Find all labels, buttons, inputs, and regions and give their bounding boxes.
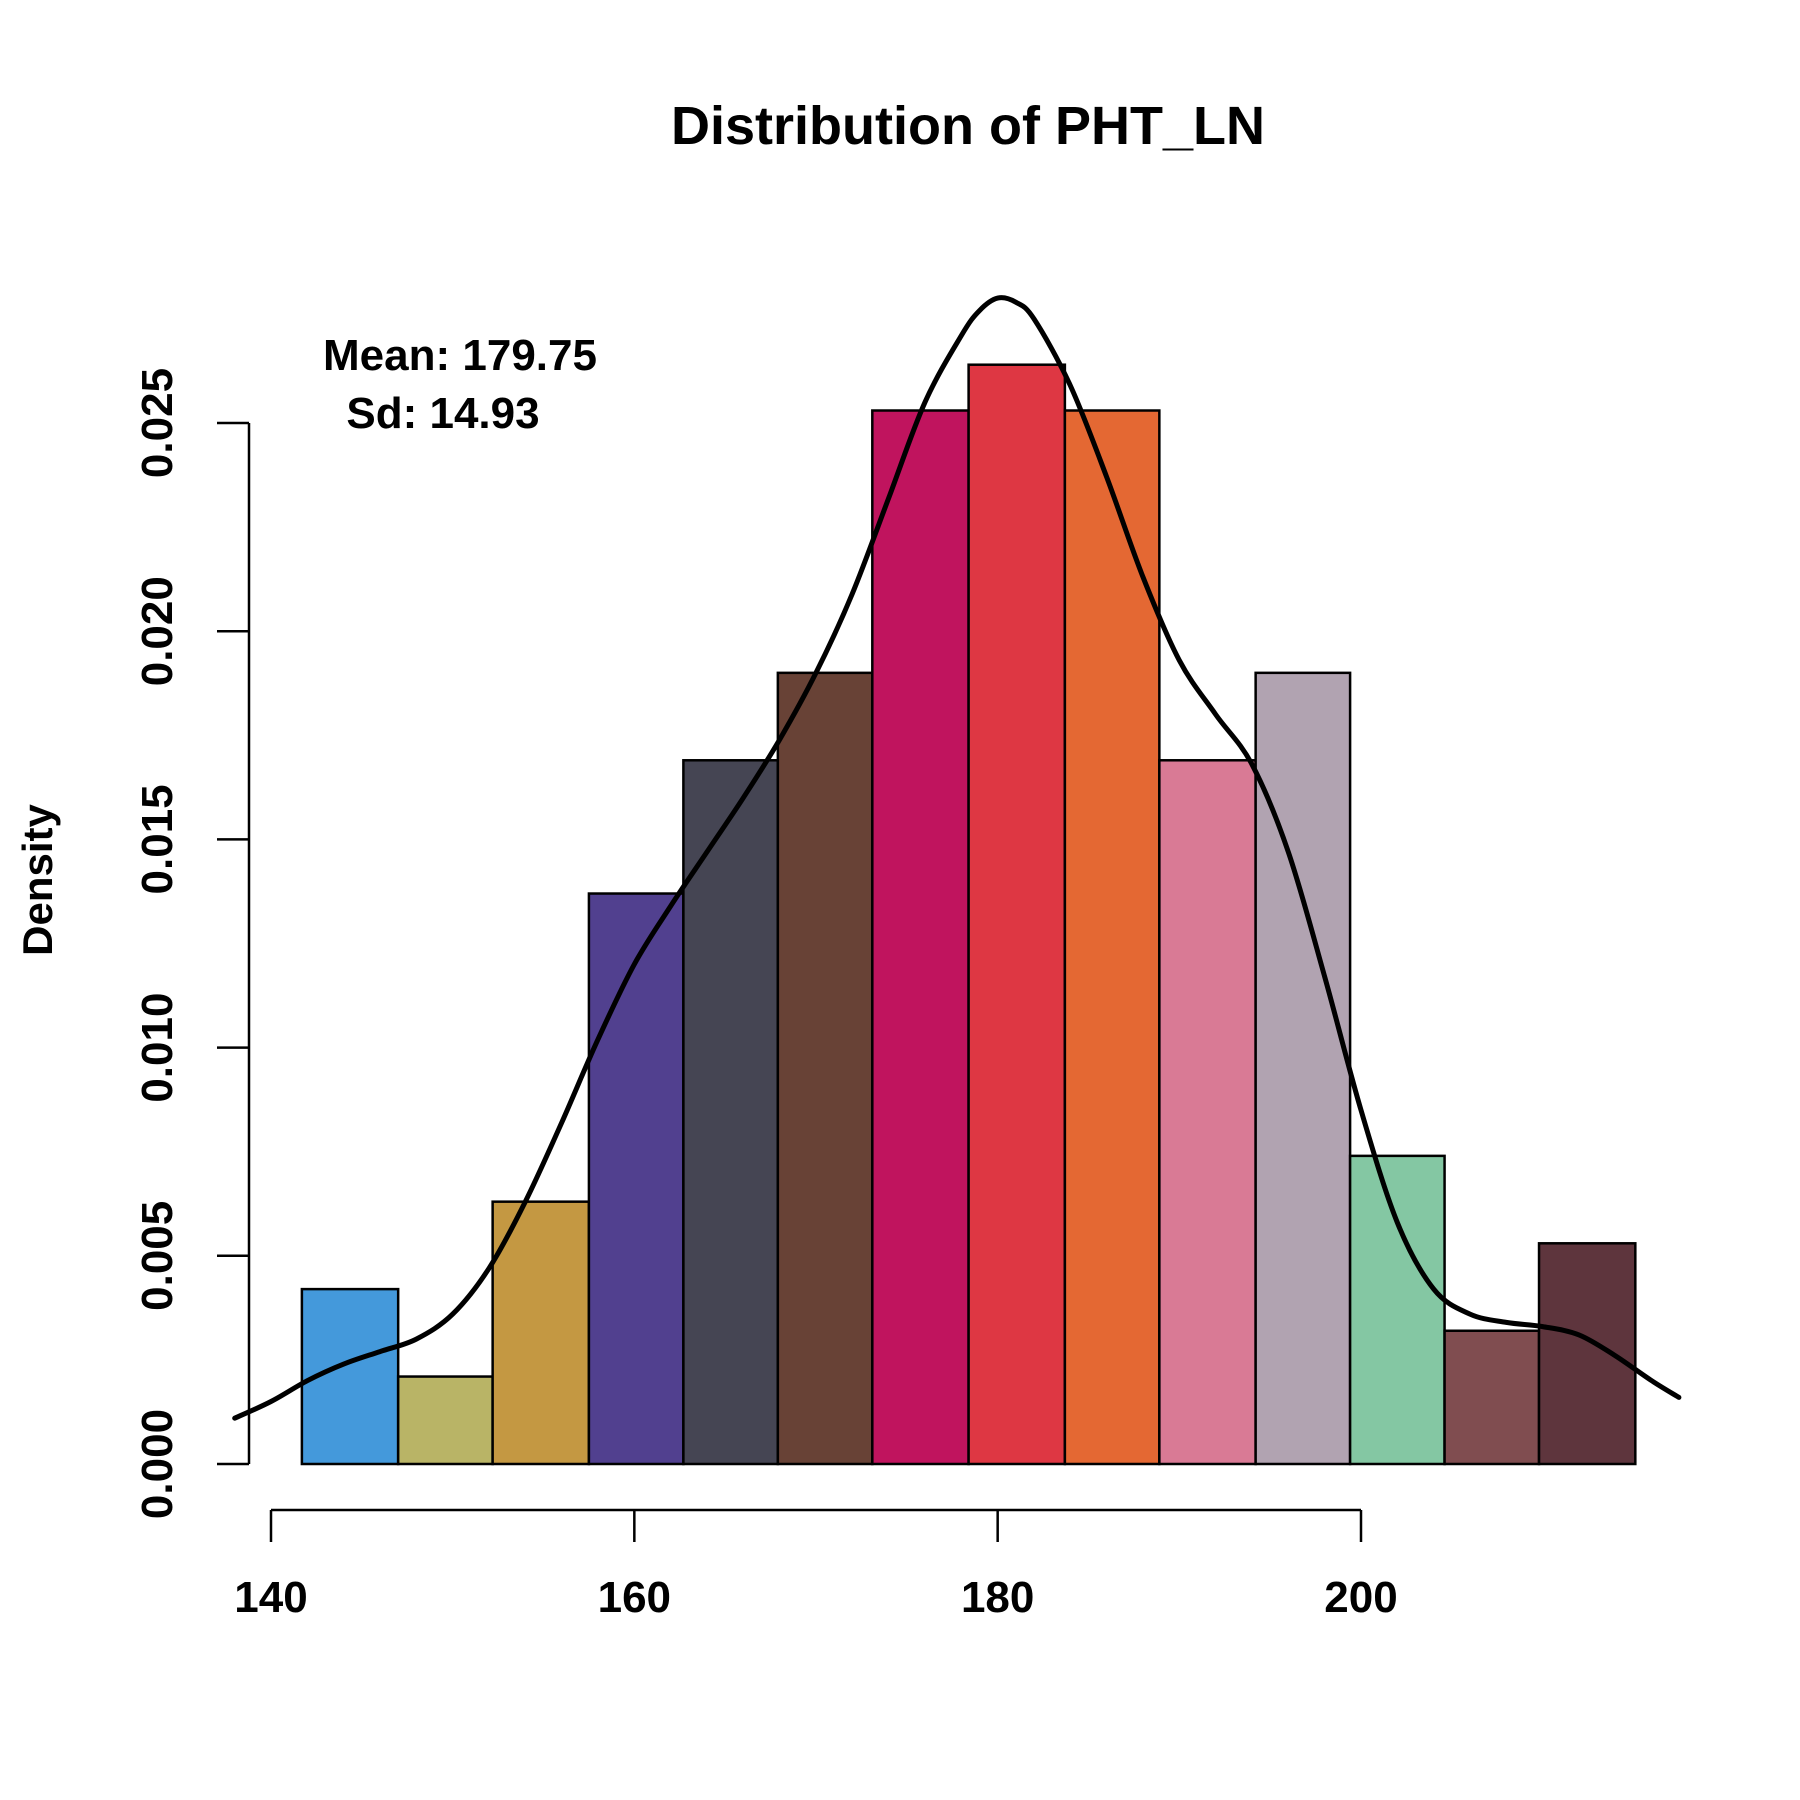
y-axis: 0.000 0.005 0.010 0.015 0.020 0.025 <box>133 368 251 1519</box>
histogram-bar-14 <box>1537 1242 1637 1466</box>
histogram-bar-4 <box>587 892 685 1466</box>
y-tick-label-1: 0.005 <box>133 1201 182 1311</box>
histogram-bar-7 <box>871 409 970 1466</box>
histogram-bar-2 <box>396 1375 494 1466</box>
x-tick-label-3: 200 <box>1324 1573 1397 1622</box>
y-tick-label-0: 0.000 <box>133 1409 182 1519</box>
density-curve-line <box>232 295 1682 1421</box>
y-tick-label-4: 0.020 <box>133 576 182 686</box>
y-tick-label-3: 0.015 <box>133 784 182 894</box>
histogram-bar-8 <box>967 363 1067 1466</box>
y-axis-label: Density <box>14 804 61 956</box>
x-tick-label-1: 160 <box>598 1573 671 1622</box>
x-tick-label-2: 180 <box>961 1573 1034 1622</box>
y-tick-label-2: 0.010 <box>133 993 182 1103</box>
histogram-bar-3 <box>491 1200 591 1466</box>
y-tick-label-5: 0.025 <box>133 368 182 478</box>
chart-title: Distribution of PHT_LN <box>671 96 1265 156</box>
histogram-bar-12 <box>1348 1154 1446 1466</box>
histogram-bar-5 <box>682 759 780 1466</box>
x-axis: 140 160 180 200 <box>234 1508 1398 1622</box>
histogram-bar-11 <box>1254 671 1352 1466</box>
density-curve-group <box>232 295 1682 1421</box>
histogram-bar-10 <box>1158 759 1257 1466</box>
sd-annotation: Sd: 14.93 <box>346 389 539 438</box>
x-tick-label-0: 140 <box>234 1573 307 1622</box>
histogram-bar-13 <box>1443 1329 1541 1466</box>
bars-group <box>300 363 1637 1466</box>
mean-annotation: Mean: 179.75 <box>323 331 597 380</box>
histogram-bar-6 <box>776 671 874 1466</box>
histogram-bar-9 <box>1063 409 1161 1466</box>
